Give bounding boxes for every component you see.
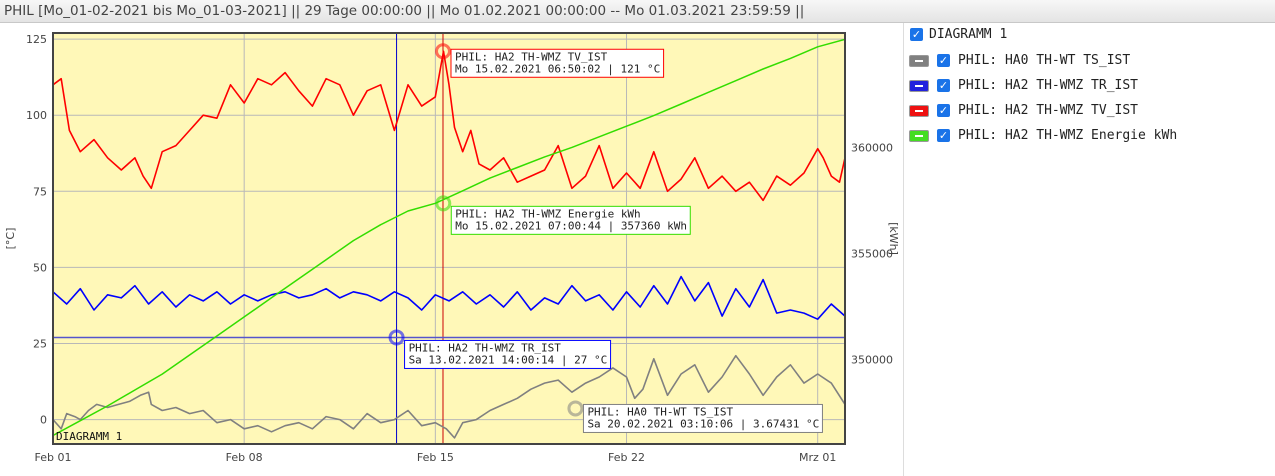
legend-item-label: PHIL: HA2 TH-WMZ Energie kWh (958, 128, 1178, 143)
cursor-marker-2 (434, 43, 451, 60)
series-checkbox[interactable]: ✓ (937, 54, 950, 67)
y-axis-label-left: [°C] (4, 228, 17, 250)
legend-item-ts-ist[interactable]: ✓ PHIL: HA0 TH-WT TS_IST (909, 53, 1130, 68)
series-checkbox[interactable]: ✓ (937, 104, 950, 117)
legend-item-label: PHIL: HA2 TH-WMZ TR_IST (958, 78, 1139, 93)
series-color-swatch[interactable] (909, 79, 929, 92)
cursor-marker-0 (567, 400, 584, 417)
legend-item-label: PHIL: HA2 TH-WMZ TV_IST (958, 103, 1139, 118)
y-tick-label-right: 350000 (851, 353, 893, 366)
legend-item-tv-ist[interactable]: ✓ PHIL: HA2 TH-WMZ TV_IST (909, 103, 1138, 118)
tooltip-line: Mo 15.02.2021 06:50:02 | 121 °C (455, 62, 660, 75)
y-tick-label-left: 50 (33, 261, 47, 274)
diagram-corner-label: DIAGRAMM 1 (56, 430, 122, 443)
series-line-2 (53, 50, 845, 202)
series-line-1 (53, 275, 845, 320)
series-group (53, 38, 845, 439)
cursor-marker-1 (388, 329, 405, 346)
tooltip-box-1 (404, 339, 612, 369)
line-chart[interactable]: 0 25 50 75 100 125 Feb 01 Feb 08 Feb 15 Feb 22 Mrz… (0, 23, 903, 476)
plot-frame (52, 32, 846, 445)
legend-header-label: DIAGRAMM 1 (929, 27, 1008, 42)
diagram-checkbox[interactable]: ✓ (910, 28, 923, 41)
y-tick-label-left: 125 (26, 33, 47, 46)
tooltip-line: PHIL: HA2 TH-WMZ Energie kWh (455, 207, 640, 220)
tooltip-line: Sa 20.02.2021 03:10:06 | 3.67431 °C (587, 417, 819, 430)
series-line-0 (53, 354, 845, 439)
plot-background (53, 33, 845, 444)
tooltip-line: Mo 15.02.2021 07:00:44 | 357360 kWh (455, 219, 687, 232)
tooltip-line: PHIL: HA2 TH-WMZ TV_IST (455, 50, 608, 63)
chart-area[interactable]: 0 25 50 75 100 125 Feb 01 Feb 08 Feb 15 Feb 22 Mrz… (0, 23, 903, 476)
legend-panel: ✓ DIAGRAMM 1 ✓ PHIL: HA0 TH-WT TS_IST ✓ … (903, 23, 1275, 476)
y-tick-label-left: 25 (33, 338, 47, 351)
tooltip-line: PHIL: HA0 TH-WT TS_IST (587, 405, 733, 418)
legend-item-label: PHIL: HA0 TH-WT TS_IST (958, 53, 1131, 68)
y-tick-label-right: 355000 (851, 247, 893, 260)
series-checkbox[interactable]: ✓ (937, 79, 950, 92)
tooltip-line: Sa 13.02.2021 14:00:14 | 27 °C (409, 353, 608, 366)
x-tick-label: Feb 01 (35, 451, 72, 464)
window-title: PHIL [Mo_01-02-2021 bis Mo_01-03-2021] |… (0, 0, 1275, 23)
tooltip-line: PHIL: HA2 TH-WMZ TR_IST (409, 341, 562, 354)
x-tick-label: Feb 08 (226, 451, 263, 464)
series-line-3 (53, 38, 845, 437)
tooltip-box-2 (450, 48, 665, 78)
x-tick-label: Feb 15 (417, 451, 454, 464)
legend-item-energie[interactable]: ✓ PHIL: HA2 TH-WMZ Energie kWh (909, 128, 1177, 143)
legend-item-tr-ist[interactable]: ✓ PHIL: HA2 TH-WMZ TR_IST (909, 78, 1138, 93)
legend-header[interactable]: ✓ DIAGRAMM 1 (910, 27, 1007, 42)
tooltip-box-0 (582, 403, 823, 433)
y-tick-label-right: 360000 (851, 141, 893, 154)
y-axis-label-right: [kWh] (887, 222, 900, 255)
y-tick-label-left: 0 (40, 414, 47, 427)
x-tick-label: Mrz 01 (799, 451, 836, 464)
series-color-swatch[interactable] (909, 104, 929, 117)
series-color-swatch[interactable] (909, 129, 929, 142)
cursor-marker-3 (435, 195, 452, 212)
series-checkbox[interactable]: ✓ (937, 129, 950, 142)
series-color-swatch[interactable] (909, 54, 929, 67)
y-tick-label-left: 75 (33, 185, 47, 198)
x-tick-label: Feb 22 (608, 451, 645, 464)
y-tick-label-left: 100 (26, 109, 47, 122)
tooltip-box-3 (450, 205, 691, 235)
